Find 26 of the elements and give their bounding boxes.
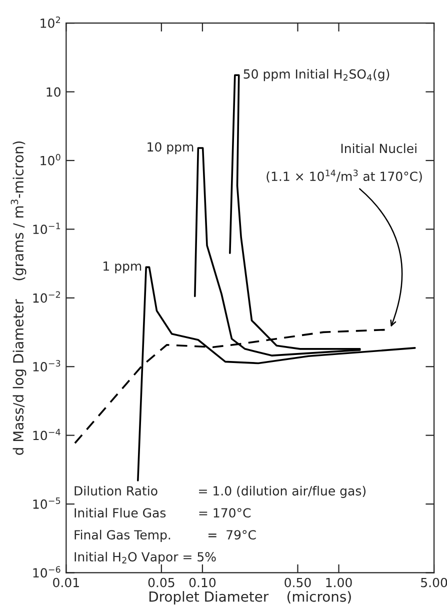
annotation: Initial H$_{2}$O Vapor = 5% xyxy=(74,552,216,564)
y-tick-label: 10$^{−6}$ xyxy=(33,566,60,578)
y-tick-label: 10$^{0}$ xyxy=(40,154,60,166)
annotation: Dilution Ratio = 1.0 (dilution air/flue gas) xyxy=(74,486,366,498)
y-tick-label: 10$^{−1}$ xyxy=(33,222,60,234)
y-tick-label: 10 xyxy=(46,87,60,97)
annotation: Final Gas Temp. = 79°C xyxy=(74,530,256,542)
series-label: 50 ppm Initial H$_{2}$SO$_{4}$(g) xyxy=(244,69,390,82)
x-axis-title: Droplet Diameter (microns) xyxy=(149,591,351,605)
x-tick-label: 0.50 xyxy=(284,578,311,588)
annotation: (1.1 × 10$^{14}$/m$^{3}$ at 170°C) xyxy=(266,170,422,183)
annotation: Initial Nuclei xyxy=(341,143,416,154)
y-tick-label: 10$^{−3}$ xyxy=(33,360,60,372)
x-tick-label: 1.00 xyxy=(326,578,352,588)
annotation: Initial Flue Gas = 170°C xyxy=(74,508,251,518)
x-tick-label: 0.05 xyxy=(148,578,174,588)
x-tick-label: 0.01 xyxy=(53,578,79,588)
y-tick-label: 10$^{2}$ xyxy=(40,16,60,28)
series-label: 1 ppm xyxy=(104,262,142,274)
y-tick-label: 10$^{−4}$ xyxy=(33,428,60,440)
x-tick-label: 5.00 xyxy=(421,578,447,588)
x-tick-label: 0.10 xyxy=(189,578,216,588)
y-tick-label: 10$^{−2}$ xyxy=(33,291,60,303)
y-tick-label: 10$^{−5}$ xyxy=(33,498,60,509)
series-label: 10 ppm xyxy=(148,142,194,154)
y-axis-title: d Mass/d log Diameter (grams / m$^{3}$-micron) xyxy=(10,141,26,455)
